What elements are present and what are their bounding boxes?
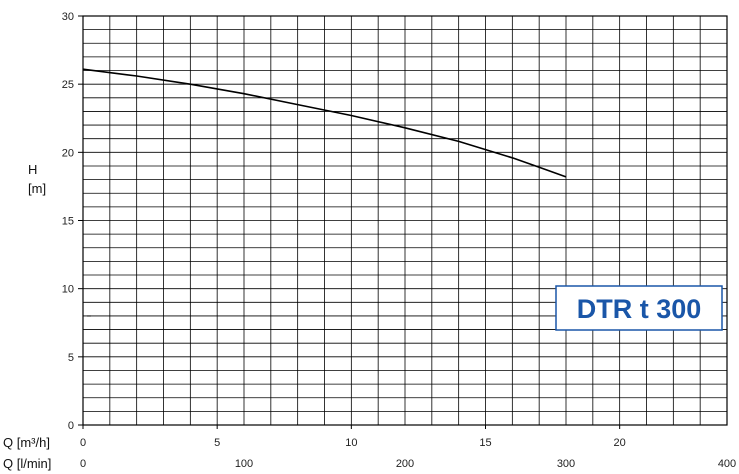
x-axis-ticks-secondary: 0 100 200 300 400: [80, 458, 736, 470]
y-axis-label-unit: [m]: [28, 181, 46, 196]
y-axis-ticks: 0 5 10 15 20 25 30: [62, 11, 83, 432]
x-axis-ticks-primary: 0 5 10 15 20: [80, 425, 626, 449]
y-tick-label: 30: [62, 11, 74, 23]
x2-tick-label: 400: [718, 458, 736, 470]
x-tick-label: 10: [345, 437, 357, 449]
x-tick-label: 20: [614, 437, 626, 449]
model-badge: DTR t 300: [555, 285, 723, 331]
x2-tick-label: 200: [396, 458, 414, 470]
x-tick-label: 0: [80, 437, 86, 449]
x2-tick-label: 300: [557, 458, 575, 470]
y-axis-label-h: H: [28, 162, 37, 177]
y-tick-label: 0: [68, 420, 74, 432]
y-tick-label: 20: [62, 147, 74, 159]
x2-tick-label: 0: [80, 458, 86, 470]
curve-layer: [82, 68, 567, 317]
model-label: DTR t 300: [577, 294, 702, 324]
x-axis-label-lmin: Q [l/min]: [3, 456, 51, 471]
x-axis-label-m3h: Q [m³/h]: [3, 435, 50, 450]
y-tick-label: 10: [62, 284, 74, 296]
y-tick-label: 15: [62, 216, 74, 228]
x2-tick-label: 100: [235, 458, 253, 470]
y-tick-label: 5: [68, 352, 74, 364]
grid: [82, 15, 728, 426]
x-tick-label: 5: [214, 437, 220, 449]
y-tick-label: 25: [62, 79, 74, 91]
pump-curve-line: [82, 68, 567, 178]
model-badge-box: [555, 285, 723, 331]
x-tick-label: 15: [479, 437, 491, 449]
